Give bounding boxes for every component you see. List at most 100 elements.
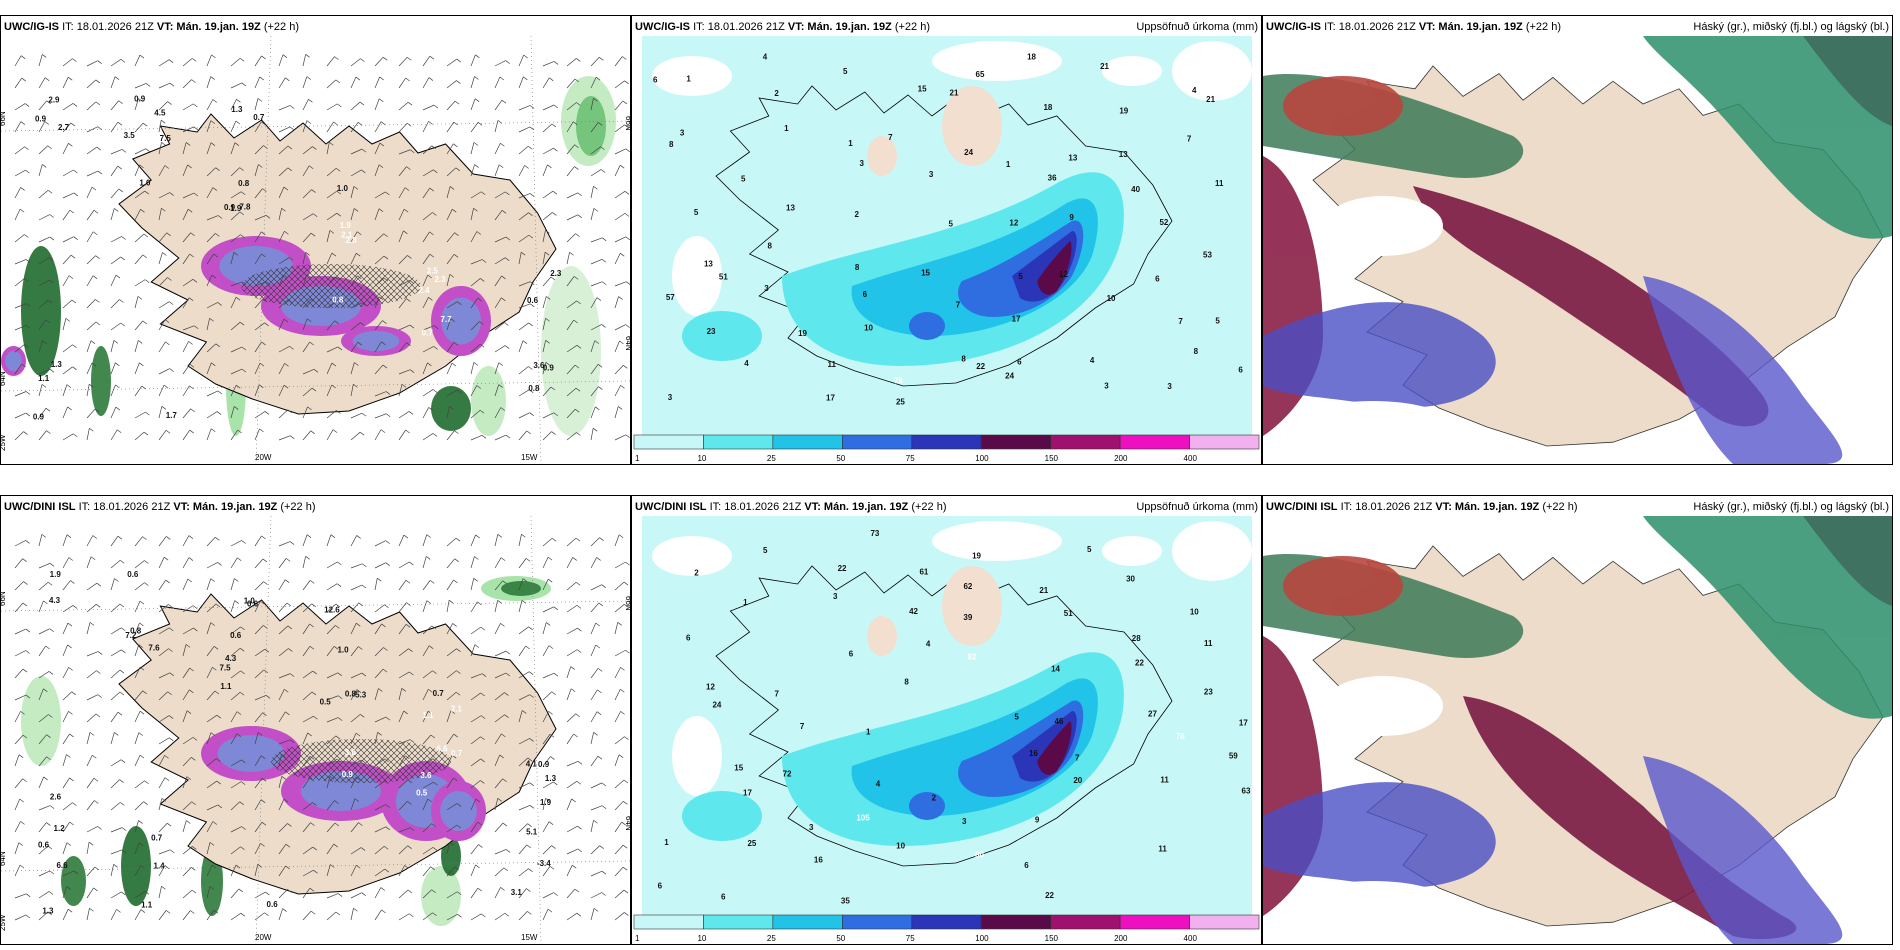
wind-barb (302, 732, 308, 745)
wind-barb (590, 57, 600, 67)
wind-barb-flag (240, 670, 245, 675)
wind-barb (254, 384, 260, 397)
wind-barb-flag (381, 341, 386, 346)
wind-barb (422, 187, 431, 199)
wind-barb-flag (169, 59, 174, 63)
wind-barb-flag (19, 798, 24, 803)
wind-barb (278, 711, 286, 723)
wind-barb-flag (211, 864, 217, 869)
wind-barb-flag (72, 103, 78, 107)
wind-barb-flag (119, 691, 125, 696)
wind-barb-flag (192, 846, 197, 850)
wind-barb (206, 120, 212, 133)
wind-barb-flag (499, 754, 504, 759)
wind-barb-flag (575, 233, 580, 237)
wind-barb (278, 843, 287, 855)
wind-barb-flag (313, 869, 318, 874)
wind-barb-flag (361, 892, 366, 896)
precip-value: 1 (743, 598, 748, 607)
wind-barb-flag (598, 386, 603, 390)
wind-barb (110, 802, 121, 811)
wind-barb (158, 165, 166, 177)
wind-barb (494, 714, 505, 723)
wind-barb (422, 689, 429, 701)
wind-barb-flag (520, 251, 526, 256)
wind-value: 4.1 (526, 760, 538, 769)
wind-barb-flag (240, 912, 246, 917)
wind-barb (398, 166, 407, 177)
wind-barb (614, 779, 625, 789)
wind-barb (254, 55, 262, 67)
wind-barb (326, 252, 333, 265)
wind-barb (374, 688, 379, 701)
wind-barb (158, 208, 162, 221)
wind-barb (518, 105, 531, 111)
wind-value: 3.6 (420, 771, 432, 780)
wind-barb-flag (624, 604, 629, 608)
wind-barb (110, 149, 123, 155)
wind-barb (134, 340, 139, 353)
wind-barb (614, 754, 620, 767)
wind-barb-flag (529, 281, 535, 285)
wind-barb (422, 212, 433, 221)
wind-barb (374, 341, 382, 353)
wind-barb-flag (68, 275, 74, 279)
wind-barb-flag (262, 558, 268, 563)
wind-barb-flag (210, 428, 216, 433)
wind-barb (422, 104, 435, 111)
wind-barb (14, 431, 24, 441)
wind-barb-flag (336, 190, 342, 195)
lat-label: 66N (1, 111, 7, 126)
wind-barb (62, 433, 74, 441)
wind-value: 2.1 (341, 230, 353, 239)
wind-barb-flag (25, 540, 30, 544)
wind-barb-flag (595, 76, 601, 81)
precip-value: 59 (1229, 752, 1238, 761)
wind-barb-flag (501, 733, 506, 738)
wind-barb (446, 803, 458, 811)
wind-barb (542, 318, 546, 331)
high-cloud-area (1643, 36, 1892, 239)
wind-barb (86, 778, 95, 789)
wind-barb (350, 563, 363, 569)
wind-barb-flag (260, 843, 265, 847)
wind-barb-flag (167, 101, 172, 105)
wind-barb-flag (97, 694, 102, 698)
wind-barb (38, 714, 49, 723)
wind-value: 0.9 (134, 94, 146, 103)
wind-barb-flag (94, 866, 100, 871)
wind-barb (62, 691, 73, 701)
wind-barb-flag (308, 165, 314, 170)
wind-barb (614, 844, 624, 855)
wind-barb (38, 688, 44, 701)
wind-barb-flag (212, 666, 217, 671)
wind-barb (38, 384, 43, 397)
wind-barb-flag (408, 411, 414, 415)
wind-barb (14, 121, 22, 133)
wind-barb-flag (189, 667, 194, 672)
wind-barb-flag (333, 646, 339, 650)
wind-barb (350, 798, 356, 811)
wind-barb (590, 870, 603, 877)
wind-barb-flag (380, 429, 386, 433)
dry-areas (652, 521, 1252, 796)
wind-barb-flag (529, 105, 535, 109)
wind-barb (14, 55, 22, 67)
wind-barb-flag (361, 148, 367, 153)
wind-barb (566, 276, 575, 287)
wind-barb-flag (409, 561, 414, 566)
wind-barb (86, 384, 90, 397)
panel-ig-precip: UWC/IG-IS IT: 18.01.2026 21Z VT: Mán. 19… (631, 15, 1262, 465)
wind-value: 3.1 (511, 888, 523, 897)
colorbar-segment (633, 434, 704, 450)
wind-barb-flag (259, 362, 265, 367)
wind-barb-flag (432, 433, 438, 437)
wind-barb-flag (169, 627, 174, 632)
wind-barb (542, 556, 549, 569)
wind-barb (278, 299, 289, 309)
wind-barb-flag (161, 885, 166, 890)
wind-barb-flag (47, 581, 53, 586)
wind-barb-flag (456, 80, 461, 84)
wind-barb-flag (574, 144, 579, 149)
wind-barb (470, 385, 478, 397)
